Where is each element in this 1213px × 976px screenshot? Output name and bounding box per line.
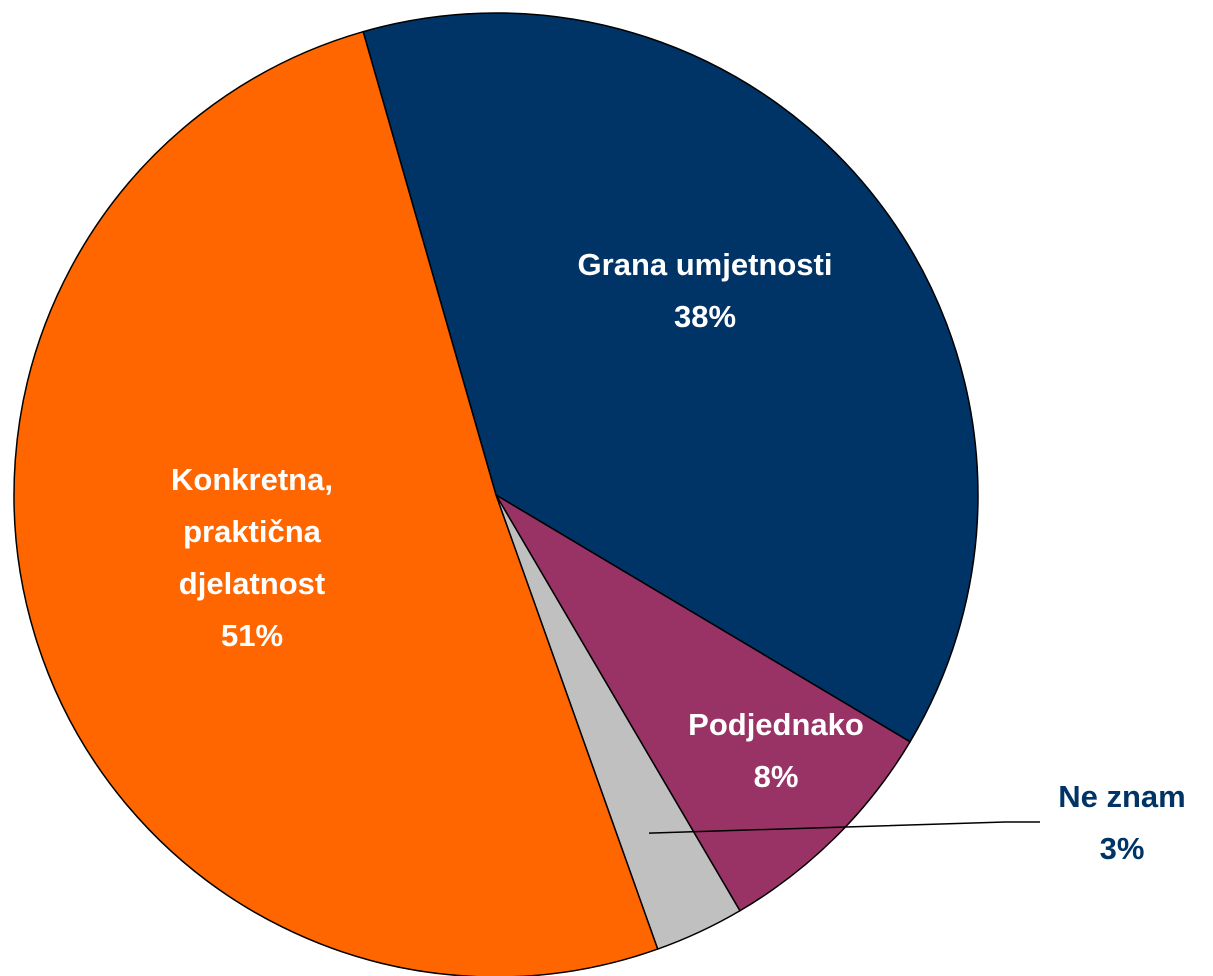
slice-name: Podjednako	[688, 707, 864, 742]
leader-line	[648, 821, 1040, 834]
slice-value: 51%	[220, 618, 284, 653]
slice-label: Konkretna, praktična djelatnost 51%	[142, 454, 362, 662]
pie-slice	[13, 30, 659, 976]
slice-label: Podjednako 8%	[688, 699, 864, 803]
slice-value: 3%	[1099, 831, 1145, 866]
pie-slice	[362, 12, 979, 743]
slice-name: Grana umjetnosti	[577, 247, 833, 282]
slice-value: 8%	[753, 759, 799, 794]
pie-slice	[495, 494, 912, 912]
slice-value: 38%	[673, 299, 737, 334]
slice-label: Ne znam 3%	[1058, 771, 1185, 875]
slice-name: Ne znam	[1058, 779, 1186, 814]
slice-name: Konkretna, praktična djelatnost	[171, 462, 333, 601]
slice-label: Grana umjetnosti 38%	[578, 239, 833, 343]
